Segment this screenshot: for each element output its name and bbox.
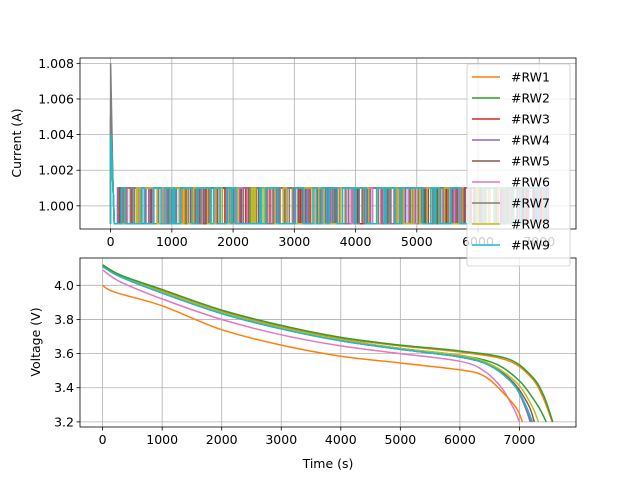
legend-label-5: #RW5 (511, 154, 550, 169)
voltage-ytick-label: 3.4 (54, 380, 74, 395)
voltage-xtick-label: 0 (99, 432, 107, 447)
voltage-lines (102, 264, 554, 423)
legend-label-9: #RW9 (511, 238, 550, 253)
legend-items: #RW1 #RW2 #RW3 #RW4 #RW5 #RW6 #RW7 #RW8 #RW9 (472, 70, 550, 253)
current-ytick-label: 1.002 (38, 163, 74, 178)
current-xtick-label: 1000 (156, 234, 188, 249)
voltage-ytick-label: 4.0 (54, 278, 74, 293)
legend-label-6: #RW6 (511, 175, 550, 190)
voltage-xtick-label: 2000 (206, 432, 238, 447)
voltage-x-ticks: 0 1000 2000 3000 4000 5000 6000 7000 (99, 427, 536, 447)
current-xtick-label: 5000 (401, 234, 433, 249)
legend-label-3: #RW3 (511, 112, 550, 127)
current-line-9 (109, 134, 546, 225)
voltage-ylabel: Voltage (V) (28, 307, 43, 376)
voltage-xtick-label: 1000 (146, 432, 178, 447)
voltage-y-ticks: 3.2 3.4 3.6 3.8 4.0 (54, 278, 80, 429)
current-xtick-label: 4000 (340, 234, 372, 249)
voltage-ytick-label: 3.8 (54, 312, 74, 327)
current-ytick-label: 1.008 (38, 56, 74, 71)
legend-label-2: #RW2 (511, 91, 550, 106)
current-ytick-label: 1.006 (38, 91, 74, 106)
legend-label-8: #RW8 (511, 217, 550, 232)
voltage-xtick-label: 6000 (444, 432, 476, 447)
voltage-line-6 (102, 269, 521, 423)
current-axes-frame (79, 57, 577, 230)
legend-label-1: #RW1 (511, 70, 550, 85)
legend-label-4: #RW4 (511, 133, 550, 148)
voltage-xtick-label: 5000 (384, 432, 416, 447)
voltage-panel: 0 1000 2000 3000 4000 5000 6000 7000 3.23.43.63… (28, 257, 577, 471)
voltage-grid (80, 258, 576, 427)
legend-box (466, 63, 571, 267)
voltage-line-10 (102, 284, 524, 423)
voltage-line-11 (102, 264, 554, 423)
voltage-axes-frame (79, 257, 577, 428)
legend: #RW1 #RW2 #RW3 #RW4 #RW5 #RW6 #RW7 #RW8 #RW9 (466, 63, 571, 267)
current-xtick-label: 0 (107, 234, 115, 249)
current-ytick-label: 1.000 (38, 198, 74, 213)
voltage-xtick-label: 7000 (504, 432, 536, 447)
current-ytick-label: 1.004 (38, 127, 74, 142)
voltage-xtick-label: 4000 (325, 432, 357, 447)
voltage-ytick-label: 3.2 (54, 414, 74, 429)
voltage-line-9 (102, 265, 533, 423)
current-y-ticks: 1.000 1.002 1.004 1.006 1.008 (38, 56, 80, 213)
voltage-xtick-label: 3000 (265, 432, 297, 447)
current-ylabel: Current (A) (9, 108, 24, 177)
legend-label-7: #RW7 (511, 196, 550, 211)
voltage-xlabel: Time (s) (302, 456, 354, 471)
current-xtick-label: 3000 (278, 234, 310, 249)
current-xtick-label: 2000 (217, 234, 249, 249)
voltage-ytick-label: 3.6 (54, 346, 74, 361)
